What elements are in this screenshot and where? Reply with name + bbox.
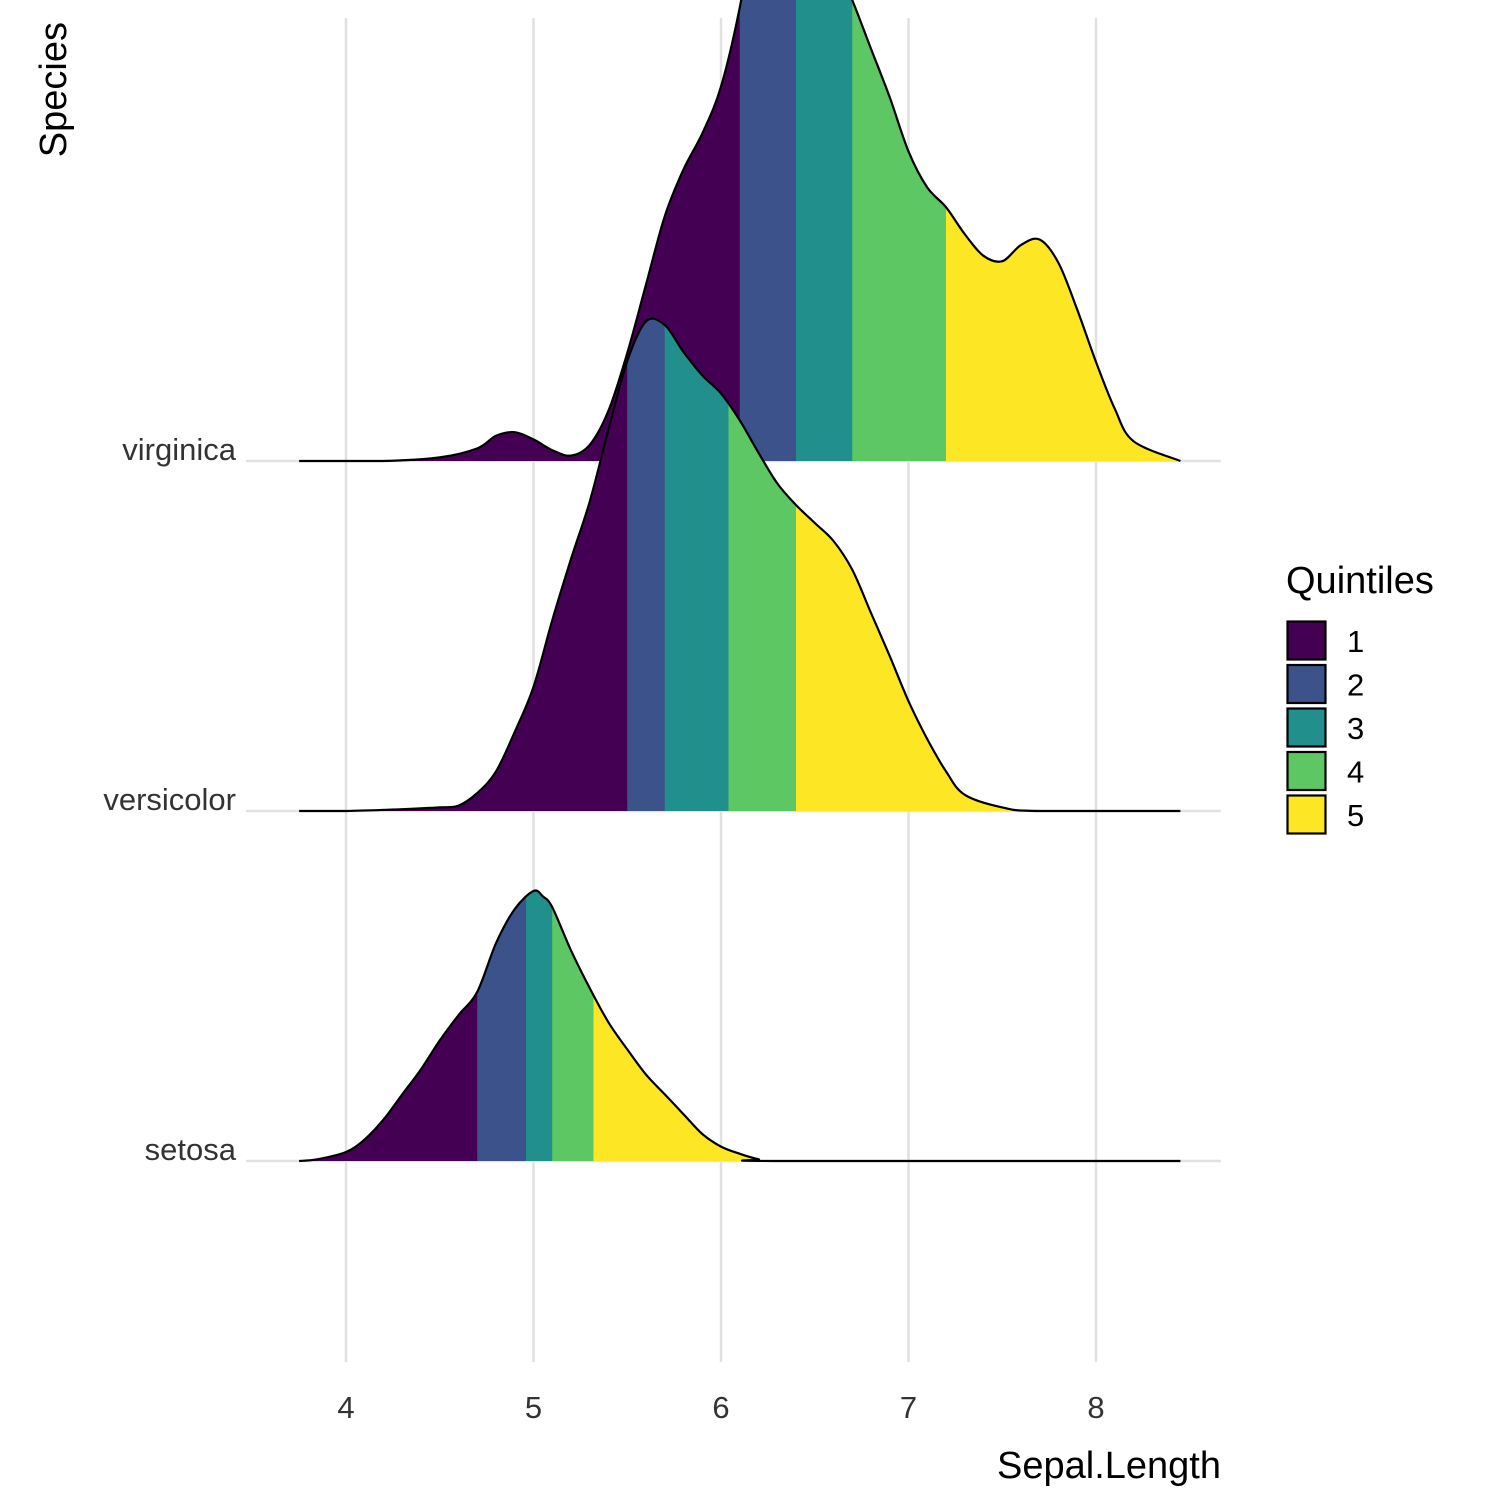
x-tick-label: 7 [900,1390,917,1425]
ridge-virginica [299,0,1181,463]
y-axis-ticks: setosa versicolor virginica [103,432,236,1167]
density-outline [298,889,1181,1163]
legend-label: 2 [1347,668,1364,703]
quintile-2-band [477,890,527,1161]
x-tick-label: 4 [337,1390,354,1425]
quintile-5-band [946,0,1181,461]
quintile-1-band [299,890,478,1161]
quintile-3-band [664,318,730,811]
y-tick-label: versicolor [103,782,236,817]
legend: Quintiles 1 2 3 4 5 [1286,560,1434,835]
quintile-3-band [796,0,853,461]
quintile-1-band [299,318,628,811]
legend-swatch [1286,750,1327,792]
quintile-4-band [852,0,947,461]
legend-title: Quintiles [1286,560,1434,602]
x-axis-ticks: 4 5 6 7 8 [337,1390,1104,1425]
y-tick-label: virginica [122,432,236,467]
density-outline [299,317,1181,813]
y-axis-title: Species [33,22,75,157]
legend-label: 3 [1347,711,1364,746]
density-ridges [298,0,1181,1163]
x-tick-label: 8 [1087,1390,1104,1425]
legend-label: 4 [1347,755,1364,790]
quintile-2-band [739,0,797,461]
x-tick-label: 6 [712,1390,729,1425]
legend-label: 1 [1347,624,1364,659]
quintile-3-band [526,890,553,1161]
legend-swatch [1286,620,1327,661]
x-axis-title: Sepal.Length [997,1445,1221,1487]
y-tick-label: setosa [145,1132,237,1167]
x-tick-label: 5 [525,1390,542,1425]
quintile-2-band [627,318,666,811]
legend-swatch [1286,663,1327,705]
density-outline [299,0,1181,463]
legend-swatch [1286,707,1327,748]
legend-label: 5 [1347,798,1364,833]
legend-swatch [1286,794,1327,835]
